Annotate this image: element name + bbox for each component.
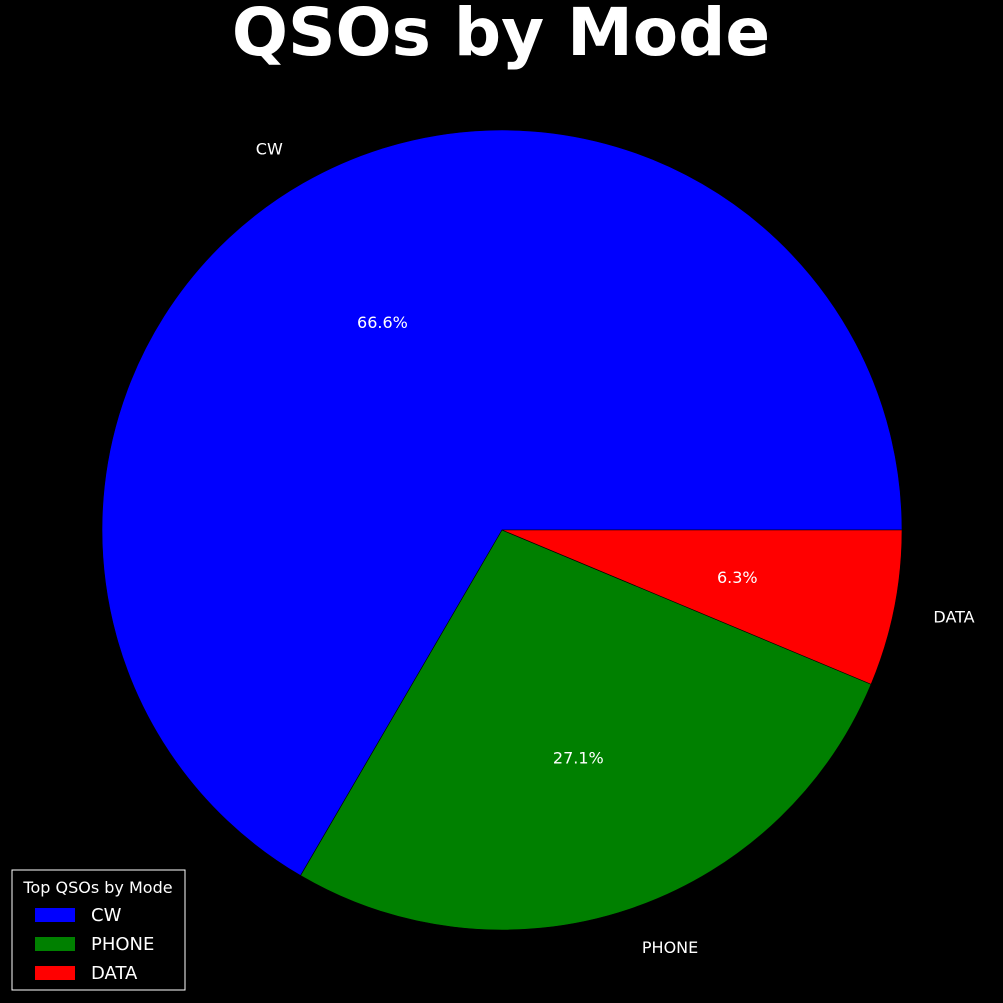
legend-label-phone: PHONE xyxy=(91,934,154,955)
legend-title: Top QSOs by Mode xyxy=(22,878,172,897)
legend-label-data: DATA xyxy=(91,963,138,984)
percent-labels: 66.6% 27.1% 6.3% xyxy=(357,313,758,768)
pie-slice-phone xyxy=(300,529,872,931)
percent-label-phone: 27.1% xyxy=(553,749,604,768)
slice-label-phone: PHONE xyxy=(642,938,698,957)
pie-slice-data xyxy=(501,529,903,685)
legend-swatch-data xyxy=(35,966,75,980)
slice-label-data: DATA xyxy=(933,608,974,627)
legend-label-cw: CW xyxy=(91,905,122,926)
pie-slices xyxy=(101,129,903,931)
percent-label-cw: 66.6% xyxy=(357,313,408,332)
legend: Top QSOs by Mode CW PHONE DATA xyxy=(11,869,186,991)
chart-title: QSOs by Mode xyxy=(232,0,770,71)
percent-label-data: 6.3% xyxy=(717,568,758,587)
legend-swatch-cw xyxy=(35,908,75,922)
legend-swatch-phone xyxy=(35,937,75,951)
slice-label-cw: CW xyxy=(256,139,283,158)
slice-labels: CW PHONE DATA xyxy=(256,139,975,957)
pie-slice-cw xyxy=(101,129,903,876)
